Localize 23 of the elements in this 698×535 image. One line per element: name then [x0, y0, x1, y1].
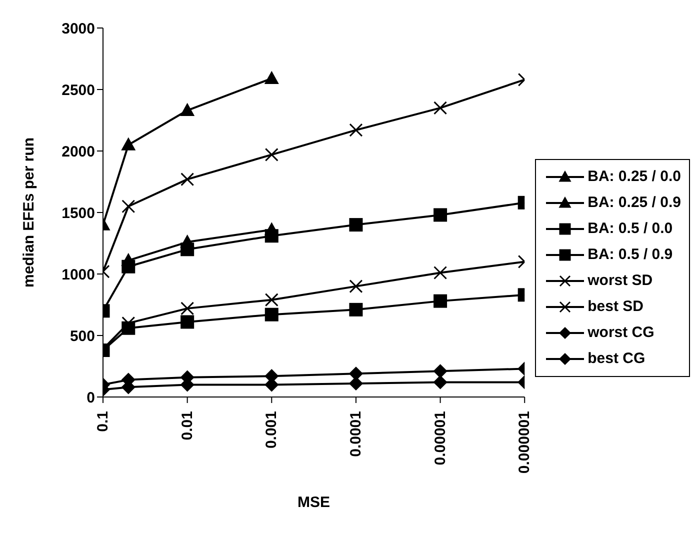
legend-label: best SD [588, 298, 644, 315]
x-tick-label: 0.000001 [516, 411, 534, 474]
x-tick-label: 0.00001 [432, 411, 449, 466]
legend-label: BA: 0.25 / 0.0 [588, 168, 681, 185]
y-tick-label: 3000 [62, 20, 95, 38]
y-axis-title: median EFEs per run [20, 137, 38, 288]
y-tick-label: 1000 [62, 266, 95, 284]
legend-label: worst CG [588, 324, 654, 341]
x-tick-label: 0.001 [263, 411, 280, 449]
x-tick-label: 0.01 [178, 411, 196, 440]
legend-label: worst SD [588, 272, 653, 289]
y-tick-label: 500 [70, 328, 95, 345]
legend-label: best CG [588, 350, 646, 367]
legend-label: BA: 0.5 / 0.9 [588, 246, 673, 263]
y-tick-label: 2000 [62, 143, 95, 160]
y-tick-label: 0 [86, 389, 95, 406]
legend-label: BA: 0.5 / 0.0 [588, 220, 673, 237]
x-tick-label: 0.0001 [347, 411, 364, 457]
x-axis-title: MSE [298, 494, 330, 511]
legend-label: BA: 0.25 / 0.9 [588, 194, 681, 211]
y-tick-label: 2500 [62, 82, 95, 99]
y-tick-label: 1500 [62, 204, 95, 222]
x-tick-label: 0.1 [94, 411, 112, 432]
